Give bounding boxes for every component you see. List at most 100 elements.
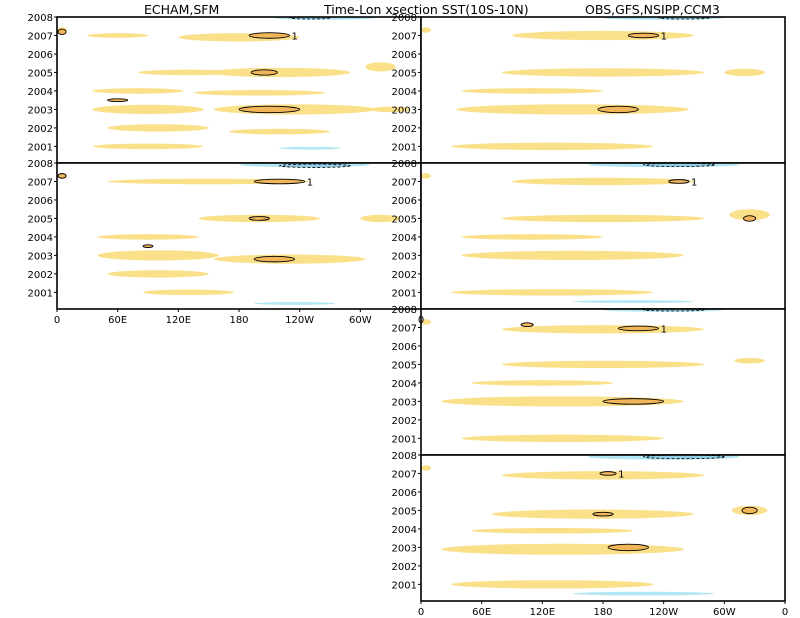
positive-contour xyxy=(57,173,67,179)
warm-anomaly-region xyxy=(421,465,432,471)
y-tick-label: 2006 xyxy=(28,50,53,61)
y-tick-label: 2006 xyxy=(392,342,417,353)
y-tick-label: 2002 xyxy=(392,562,417,573)
negative-contour xyxy=(279,163,351,168)
y-tick-label: 2001 xyxy=(392,288,417,299)
warm-anomaly-region xyxy=(370,106,411,113)
x-tick-label: 60W xyxy=(713,607,736,618)
y-tick-label: 2005 xyxy=(392,506,417,517)
panel-right-2: 1 2001 2002 2003 2004 2005 2006 2007 2008 xyxy=(392,159,786,310)
y-tick-label: 2001 xyxy=(392,142,417,153)
warm-anomaly-region xyxy=(501,360,705,369)
y-tick-label: 2002 xyxy=(392,270,417,281)
x-tick-label: 0 xyxy=(782,607,788,618)
y-tick-label: 2008 xyxy=(392,13,417,24)
figure-title: Time-Lon xsection SST(10S-10N) xyxy=(324,2,529,17)
panel-right-3: 1 2001 2002 2003 2004 2005 2006 2007 2008 xyxy=(392,305,786,456)
positive-contour xyxy=(668,179,690,184)
positive-contour xyxy=(238,105,301,114)
positive-contour xyxy=(741,506,758,515)
positive-contour xyxy=(607,543,649,552)
warm-anomaly-region xyxy=(441,543,684,555)
warm-anomaly-region xyxy=(107,124,209,132)
warm-anomaly-region xyxy=(451,289,654,296)
y-tick-label: 2005 xyxy=(392,214,417,225)
y-tick-label: 2007 xyxy=(392,469,417,480)
warm-anomaly-region xyxy=(451,142,654,151)
x-tick-label: 0 xyxy=(54,315,60,326)
cool-anomaly-region xyxy=(254,302,336,305)
y-tick-label: 2003 xyxy=(392,105,417,116)
x-tick-label: 180 xyxy=(229,315,248,326)
warm-anomaly-region xyxy=(421,173,432,179)
warm-anomaly-region xyxy=(228,128,330,135)
y-tick-label: 2002 xyxy=(28,270,53,281)
y-tick-label: 2002 xyxy=(392,416,417,427)
y-tick-label: 2004 xyxy=(28,233,53,244)
warm-anomaly-region xyxy=(461,250,684,261)
panel-right-4: 1 2001 2002 2003 2004 2005 2006 2007 2008 xyxy=(392,451,786,602)
warm-anomaly-region xyxy=(365,62,396,72)
contour-label: 1 xyxy=(307,177,313,188)
warm-anomaly-region xyxy=(92,104,204,115)
right-column-title: OBS,GFS,NSIPP,CCM3 xyxy=(585,2,720,17)
x-tick-label: 120E xyxy=(166,315,191,326)
positive-contour xyxy=(253,178,306,185)
warm-anomaly-region xyxy=(208,67,351,78)
y-tick-label: 2007 xyxy=(392,31,417,42)
warm-anomaly-region xyxy=(461,434,664,443)
cool-anomaly-region xyxy=(572,300,694,303)
y-tick-label: 2005 xyxy=(28,68,53,79)
y-tick-label: 2007 xyxy=(392,177,417,188)
panel-right-1: 1 2001 2002 2003 2004 2005 2006 2007 2008 xyxy=(392,13,786,164)
contour-label: 1 xyxy=(618,469,624,480)
warm-anomaly-region xyxy=(734,357,765,364)
cool-anomaly-region xyxy=(572,591,715,596)
warm-anomaly-region xyxy=(92,143,204,150)
warm-anomaly-region xyxy=(107,270,209,278)
warm-anomaly-region xyxy=(92,88,184,94)
x-tick-label: 120W xyxy=(285,315,314,326)
positive-contour xyxy=(597,105,639,114)
x-tick-label: 180 xyxy=(593,607,612,618)
warm-anomaly-region xyxy=(421,319,432,325)
y-tick-label: 2003 xyxy=(28,251,53,262)
y-tick-label: 2007 xyxy=(28,31,53,42)
panel-left-2: 1 2001 2002 2003 2004 2005 2006 2007 2008 xyxy=(28,159,422,310)
warm-anomaly-region xyxy=(451,580,654,589)
positive-contour xyxy=(520,322,534,328)
positive-contour xyxy=(627,32,660,39)
warm-anomaly-region xyxy=(512,177,694,186)
positive-contour xyxy=(248,216,270,221)
positive-contour xyxy=(602,398,665,405)
y-tick-label: 2005 xyxy=(392,360,417,371)
positive-contour xyxy=(250,69,278,76)
y-tick-label: 2007 xyxy=(28,177,53,188)
x-tick-label: 120W xyxy=(649,607,678,618)
positive-contour xyxy=(248,32,291,39)
positive-contour xyxy=(57,28,67,36)
y-tick-label: 2003 xyxy=(392,543,417,554)
y-tick-label: 2001 xyxy=(392,434,417,445)
y-tick-label: 2008 xyxy=(392,451,417,462)
y-tick-label: 2006 xyxy=(28,196,53,207)
positive-contour xyxy=(617,325,660,332)
y-tick-label: 2008 xyxy=(392,305,417,316)
x-tick-label: 120E xyxy=(530,607,555,618)
warm-anomaly-region xyxy=(501,214,705,223)
positive-contour xyxy=(142,244,154,249)
warm-anomaly-region xyxy=(193,90,325,96)
y-tick-label: 2003 xyxy=(392,397,417,408)
warm-anomaly-region xyxy=(501,68,705,77)
y-tick-label: 2006 xyxy=(392,488,417,499)
positive-contour xyxy=(107,98,129,103)
y-tick-label: 2003 xyxy=(28,105,53,116)
contour-label: 1 xyxy=(661,324,667,335)
cool-anomaly-region xyxy=(279,146,341,150)
positive-contour xyxy=(743,215,757,222)
y-tick-label: 2008 xyxy=(392,159,417,170)
warm-anomaly-region xyxy=(501,325,705,334)
y-tick-label: 2001 xyxy=(28,142,53,153)
warm-anomaly-region xyxy=(97,250,219,261)
